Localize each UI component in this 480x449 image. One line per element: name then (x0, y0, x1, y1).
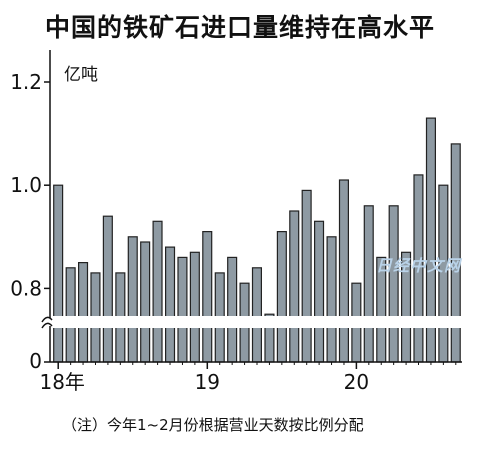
bar-2018-09 (152, 220, 163, 363)
bar-2018-05 (102, 215, 113, 363)
chart-title: 中国的铁矿石进口量维持在高水平 (44, 13, 435, 42)
y-tick-label: 0.8 (10, 276, 42, 300)
bar-2019-05 (251, 267, 262, 363)
bar-2019-03 (227, 256, 238, 363)
bar-2018-08 (140, 241, 151, 363)
bar-2019-08 (289, 210, 300, 363)
footnote: （注）今年1~2月份根据营业天数按比例分配 (62, 416, 364, 434)
bar-2019-10 (314, 220, 325, 363)
bar-2018-07 (127, 236, 138, 363)
bar-2018-01 (53, 184, 64, 363)
bar-2019-01 (202, 231, 213, 363)
axis-break-gap (40, 316, 464, 328)
bar-2018-12 (189, 251, 200, 363)
bar-2019-09 (301, 189, 312, 363)
bar-2018-11 (177, 256, 188, 363)
bar-2020-04 (388, 205, 399, 363)
y-tick-label: 1.2 (10, 70, 42, 94)
x-tick-label: 18年 (39, 370, 84, 394)
y-tick-label: 0 (29, 349, 42, 373)
axis-break-mark (41, 322, 53, 329)
x-tick-label: 19 (195, 370, 220, 394)
unit-label: 亿吨 (64, 65, 98, 85)
x-tick-label: 20 (344, 370, 369, 394)
bar-2018-10 (165, 246, 176, 363)
bars-layer (40, 117, 464, 363)
bar-2019-11 (326, 236, 337, 363)
bar-2018-02 (65, 267, 76, 363)
y-tick-labels: 1.2 1.0 0.8 0 (10, 70, 42, 373)
axis-break-mark (41, 316, 53, 323)
bar-2020-02 (363, 205, 374, 363)
y-tick-label: 1.0 (10, 173, 42, 197)
watermark: 日经中文网 (376, 256, 462, 275)
x-tick-labels: 18年 19 20 (39, 362, 457, 394)
bar-2019-07 (276, 231, 287, 363)
bar-2018-03 (77, 262, 89, 363)
bar-2019-12 (338, 179, 349, 363)
